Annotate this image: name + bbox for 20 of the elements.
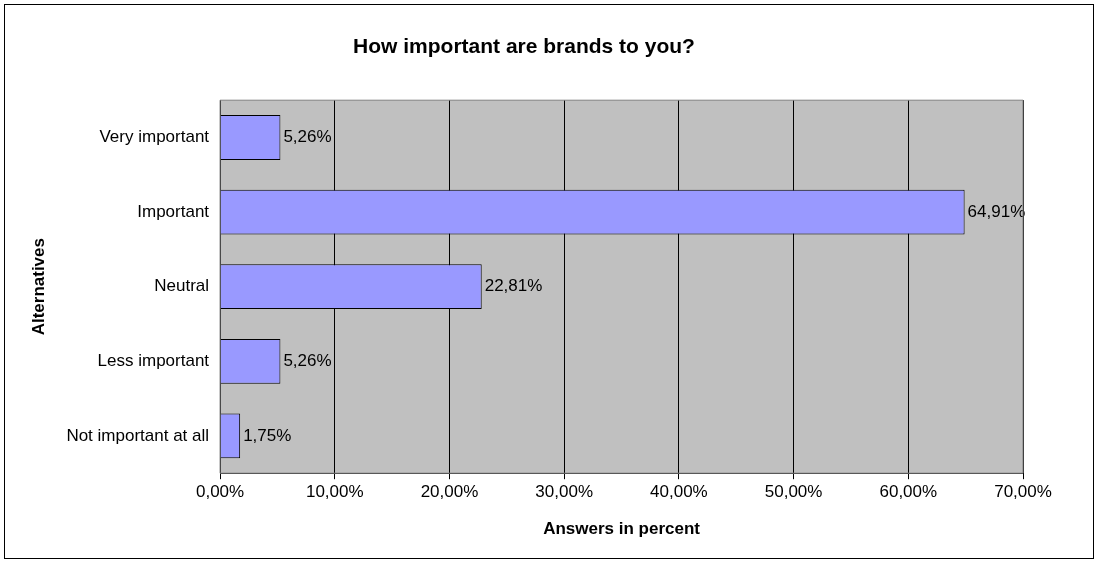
y-tick-label: Neutral — [154, 276, 210, 296]
data-label: 22,81% — [484, 276, 543, 296]
data-label: 5,26% — [283, 350, 332, 370]
x-axis-title: Answers in percent — [543, 519, 701, 539]
y-tick-label: Very important — [99, 127, 210, 147]
x-tick-label: 70,00% — [994, 482, 1052, 502]
x-tick-label: 50,00% — [764, 482, 823, 502]
data-label: 1,75% — [243, 425, 292, 445]
data-label: 5,26% — [283, 127, 332, 147]
x-tick-label: 20,00% — [420, 482, 479, 502]
x-tick-label: 30,00% — [535, 482, 594, 502]
x-tick-label: 60,00% — [879, 482, 938, 502]
y-tick-label: Important — [137, 201, 210, 221]
x-tick-label: 40,00% — [650, 482, 708, 502]
x-tick-label: 10,00% — [305, 482, 364, 502]
y-axis-title: Alternatives — [28, 238, 48, 336]
y-tick-label: Not important at all — [66, 425, 210, 445]
y-tick-label: Less important — [97, 350, 210, 370]
x-tick-label: 0,00% — [195, 482, 245, 502]
chart-title: How important are brands to you? — [353, 34, 695, 58]
